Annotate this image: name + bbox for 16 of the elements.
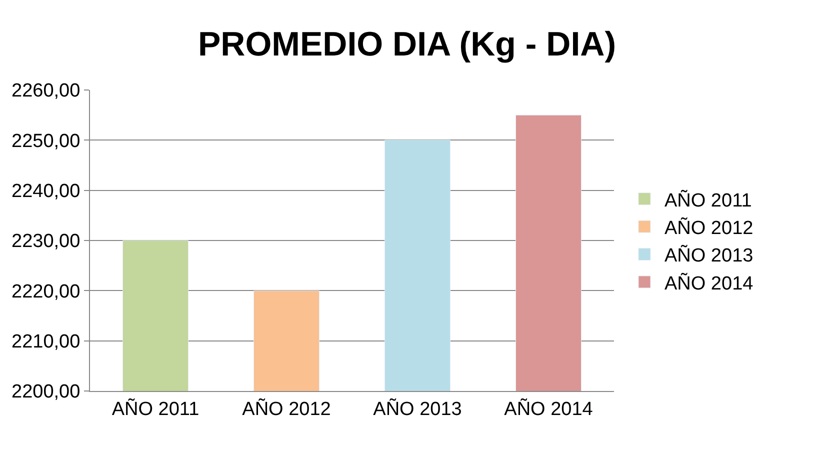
y-tick-label: 2220,00 bbox=[12, 281, 80, 302]
y-tick-label: 2250,00 bbox=[12, 130, 80, 152]
x-tick-label: AÑO 2013 bbox=[373, 398, 462, 420]
legend-label: AÑO 2013 bbox=[664, 244, 754, 267]
y-tick-label: 2210,00 bbox=[12, 331, 80, 352]
chart-title: PROMEDIO DIA (Kg - DIA) bbox=[198, 25, 616, 64]
legend-label: AÑO 2011 bbox=[664, 189, 752, 212]
y-tick-label: 2200,00 bbox=[12, 382, 80, 403]
x-tick-label: AÑO 2014 bbox=[504, 398, 594, 420]
y-tick-label: 2260,00 bbox=[12, 80, 80, 102]
legend-label: AÑO 2012 bbox=[664, 216, 754, 239]
y-tick-label: 2230,00 bbox=[12, 231, 80, 252]
x-tick-label: AÑO 2011 bbox=[112, 398, 200, 420]
y-tick-label: 2240,00 bbox=[12, 180, 80, 202]
x-tick-label: AÑO 2012 bbox=[242, 398, 331, 420]
legend-label: AÑO 2014 bbox=[664, 272, 754, 294]
